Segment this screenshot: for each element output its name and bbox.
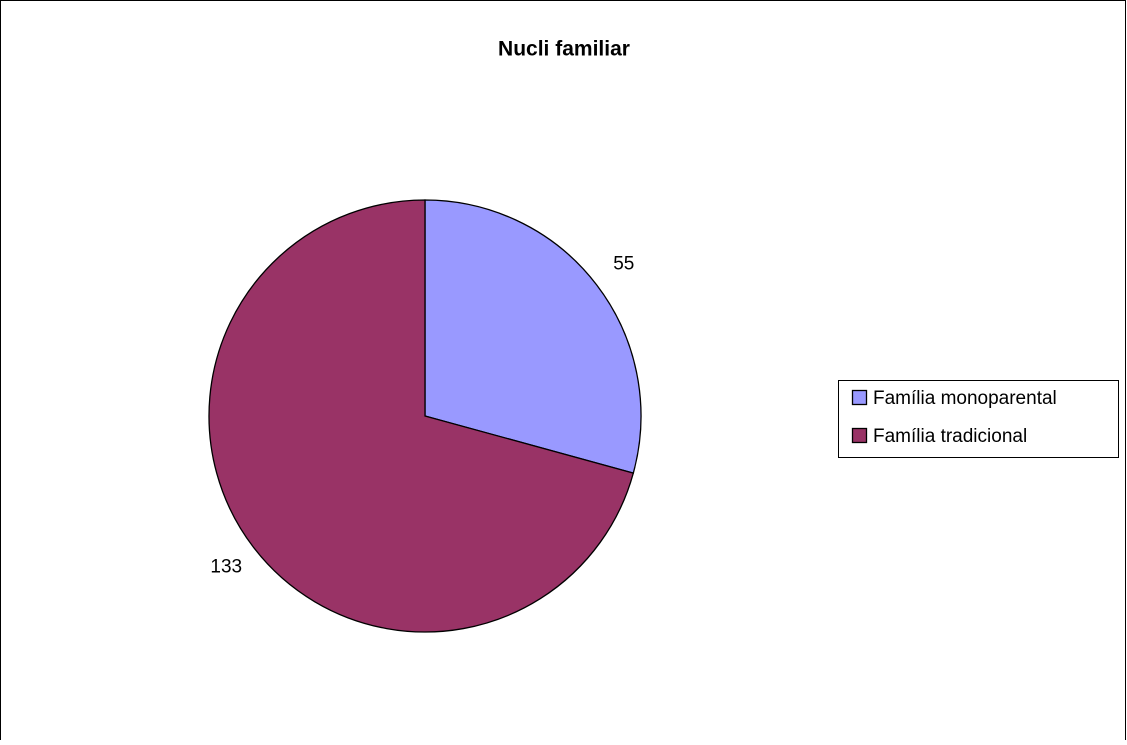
data-label: 133: [210, 557, 242, 578]
legend-box: [838, 380, 1119, 458]
legend-swatch: [851, 389, 868, 406]
legend-label: Família monoparental: [873, 388, 1057, 409]
legend-label: Família tradicional: [873, 426, 1027, 447]
legend-swatch: [851, 427, 868, 444]
data-label: 55: [613, 253, 634, 274]
chart-title: Nucli familiar: [498, 38, 630, 61]
pie-slice: [208, 199, 635, 633]
pie-slice: [424, 199, 642, 474]
